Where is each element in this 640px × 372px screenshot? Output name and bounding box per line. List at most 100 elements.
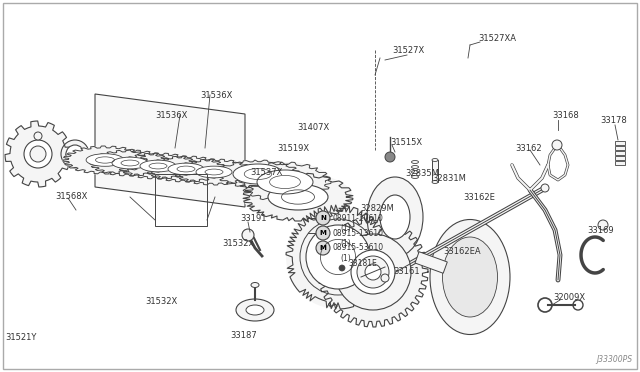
Ellipse shape xyxy=(430,219,510,334)
Text: 31536X: 31536X xyxy=(200,90,232,99)
Text: 31568X: 31568X xyxy=(55,192,88,201)
Text: 33162EA: 33162EA xyxy=(443,247,481,257)
Ellipse shape xyxy=(412,160,419,164)
Text: 08915-53610: 08915-53610 xyxy=(333,244,384,253)
Text: 32831M: 32831M xyxy=(432,173,466,183)
Ellipse shape xyxy=(381,274,389,282)
Text: 33191: 33191 xyxy=(240,214,266,222)
Text: 31407X: 31407X xyxy=(297,122,329,131)
Ellipse shape xyxy=(318,237,358,277)
Text: 08915-13610: 08915-13610 xyxy=(333,228,384,237)
Bar xyxy=(340,253,345,268)
Ellipse shape xyxy=(351,250,395,294)
Ellipse shape xyxy=(233,164,283,184)
Ellipse shape xyxy=(412,170,419,173)
Bar xyxy=(615,151,625,155)
Polygon shape xyxy=(90,150,170,176)
Ellipse shape xyxy=(300,219,376,295)
Bar xyxy=(432,160,438,182)
Bar xyxy=(155,174,207,226)
Ellipse shape xyxy=(367,177,423,257)
Text: 33162: 33162 xyxy=(515,144,541,153)
Ellipse shape xyxy=(86,154,124,166)
Polygon shape xyxy=(239,162,331,202)
Ellipse shape xyxy=(432,180,438,183)
Text: 33162E: 33162E xyxy=(463,192,495,202)
Ellipse shape xyxy=(306,225,370,289)
Ellipse shape xyxy=(34,132,42,140)
Text: 33178: 33178 xyxy=(600,115,627,125)
Ellipse shape xyxy=(239,162,331,202)
Ellipse shape xyxy=(380,195,410,239)
Polygon shape xyxy=(5,121,71,187)
Ellipse shape xyxy=(541,184,549,192)
Circle shape xyxy=(598,220,608,230)
Ellipse shape xyxy=(268,184,328,210)
Bar xyxy=(615,161,625,165)
Polygon shape xyxy=(146,156,226,182)
Ellipse shape xyxy=(357,256,389,288)
Text: 31536X: 31536X xyxy=(155,110,188,119)
Ellipse shape xyxy=(412,166,419,169)
Ellipse shape xyxy=(24,140,52,168)
Polygon shape xyxy=(216,160,300,188)
Ellipse shape xyxy=(442,237,497,317)
Text: N: N xyxy=(320,215,326,221)
Circle shape xyxy=(316,241,330,255)
Ellipse shape xyxy=(159,169,241,173)
Ellipse shape xyxy=(30,146,46,162)
Ellipse shape xyxy=(196,166,232,178)
Text: M: M xyxy=(319,230,326,236)
Text: 31521Y: 31521Y xyxy=(5,334,36,343)
Ellipse shape xyxy=(243,173,353,221)
Polygon shape xyxy=(63,146,147,174)
Ellipse shape xyxy=(216,160,300,188)
Bar xyxy=(615,146,625,150)
Ellipse shape xyxy=(246,305,264,315)
Ellipse shape xyxy=(286,205,390,309)
Ellipse shape xyxy=(365,264,381,280)
Ellipse shape xyxy=(236,299,274,321)
Polygon shape xyxy=(118,153,198,179)
Ellipse shape xyxy=(335,234,411,310)
Text: 33181E: 33181E xyxy=(348,259,377,267)
Ellipse shape xyxy=(131,166,213,170)
Ellipse shape xyxy=(112,157,148,169)
Ellipse shape xyxy=(168,163,204,175)
Text: 33169: 33169 xyxy=(587,225,614,234)
Ellipse shape xyxy=(77,160,159,164)
Text: 31532x: 31532x xyxy=(222,238,253,247)
Polygon shape xyxy=(286,205,390,309)
Bar xyxy=(615,156,625,160)
Text: (1): (1) xyxy=(340,253,351,263)
Circle shape xyxy=(316,211,330,225)
Ellipse shape xyxy=(412,176,419,179)
Circle shape xyxy=(242,229,254,241)
Text: 32009X: 32009X xyxy=(553,294,585,302)
Text: 08911-20610: 08911-20610 xyxy=(333,214,384,222)
Text: 31515X: 31515X xyxy=(390,138,422,147)
Ellipse shape xyxy=(251,282,259,288)
Circle shape xyxy=(385,152,395,162)
Polygon shape xyxy=(174,159,254,185)
Text: (1): (1) xyxy=(340,238,351,247)
Ellipse shape xyxy=(140,160,176,172)
Ellipse shape xyxy=(66,145,84,163)
Text: 31527XA: 31527XA xyxy=(478,33,516,42)
Bar xyxy=(615,141,625,145)
Text: 31537X: 31537X xyxy=(250,167,282,176)
Circle shape xyxy=(339,265,345,271)
Text: 33168: 33168 xyxy=(552,110,579,119)
Ellipse shape xyxy=(104,163,186,167)
Text: 32835M: 32835M xyxy=(405,169,439,177)
Ellipse shape xyxy=(257,170,313,194)
Text: 33161: 33161 xyxy=(393,267,420,276)
Text: 31519X: 31519X xyxy=(277,144,309,153)
Text: 31532X: 31532X xyxy=(145,298,177,307)
Text: (1): (1) xyxy=(340,224,351,232)
Circle shape xyxy=(316,226,330,240)
Text: 33187: 33187 xyxy=(230,330,257,340)
Ellipse shape xyxy=(61,140,89,168)
Bar xyxy=(415,252,447,273)
Text: M: M xyxy=(319,245,326,251)
